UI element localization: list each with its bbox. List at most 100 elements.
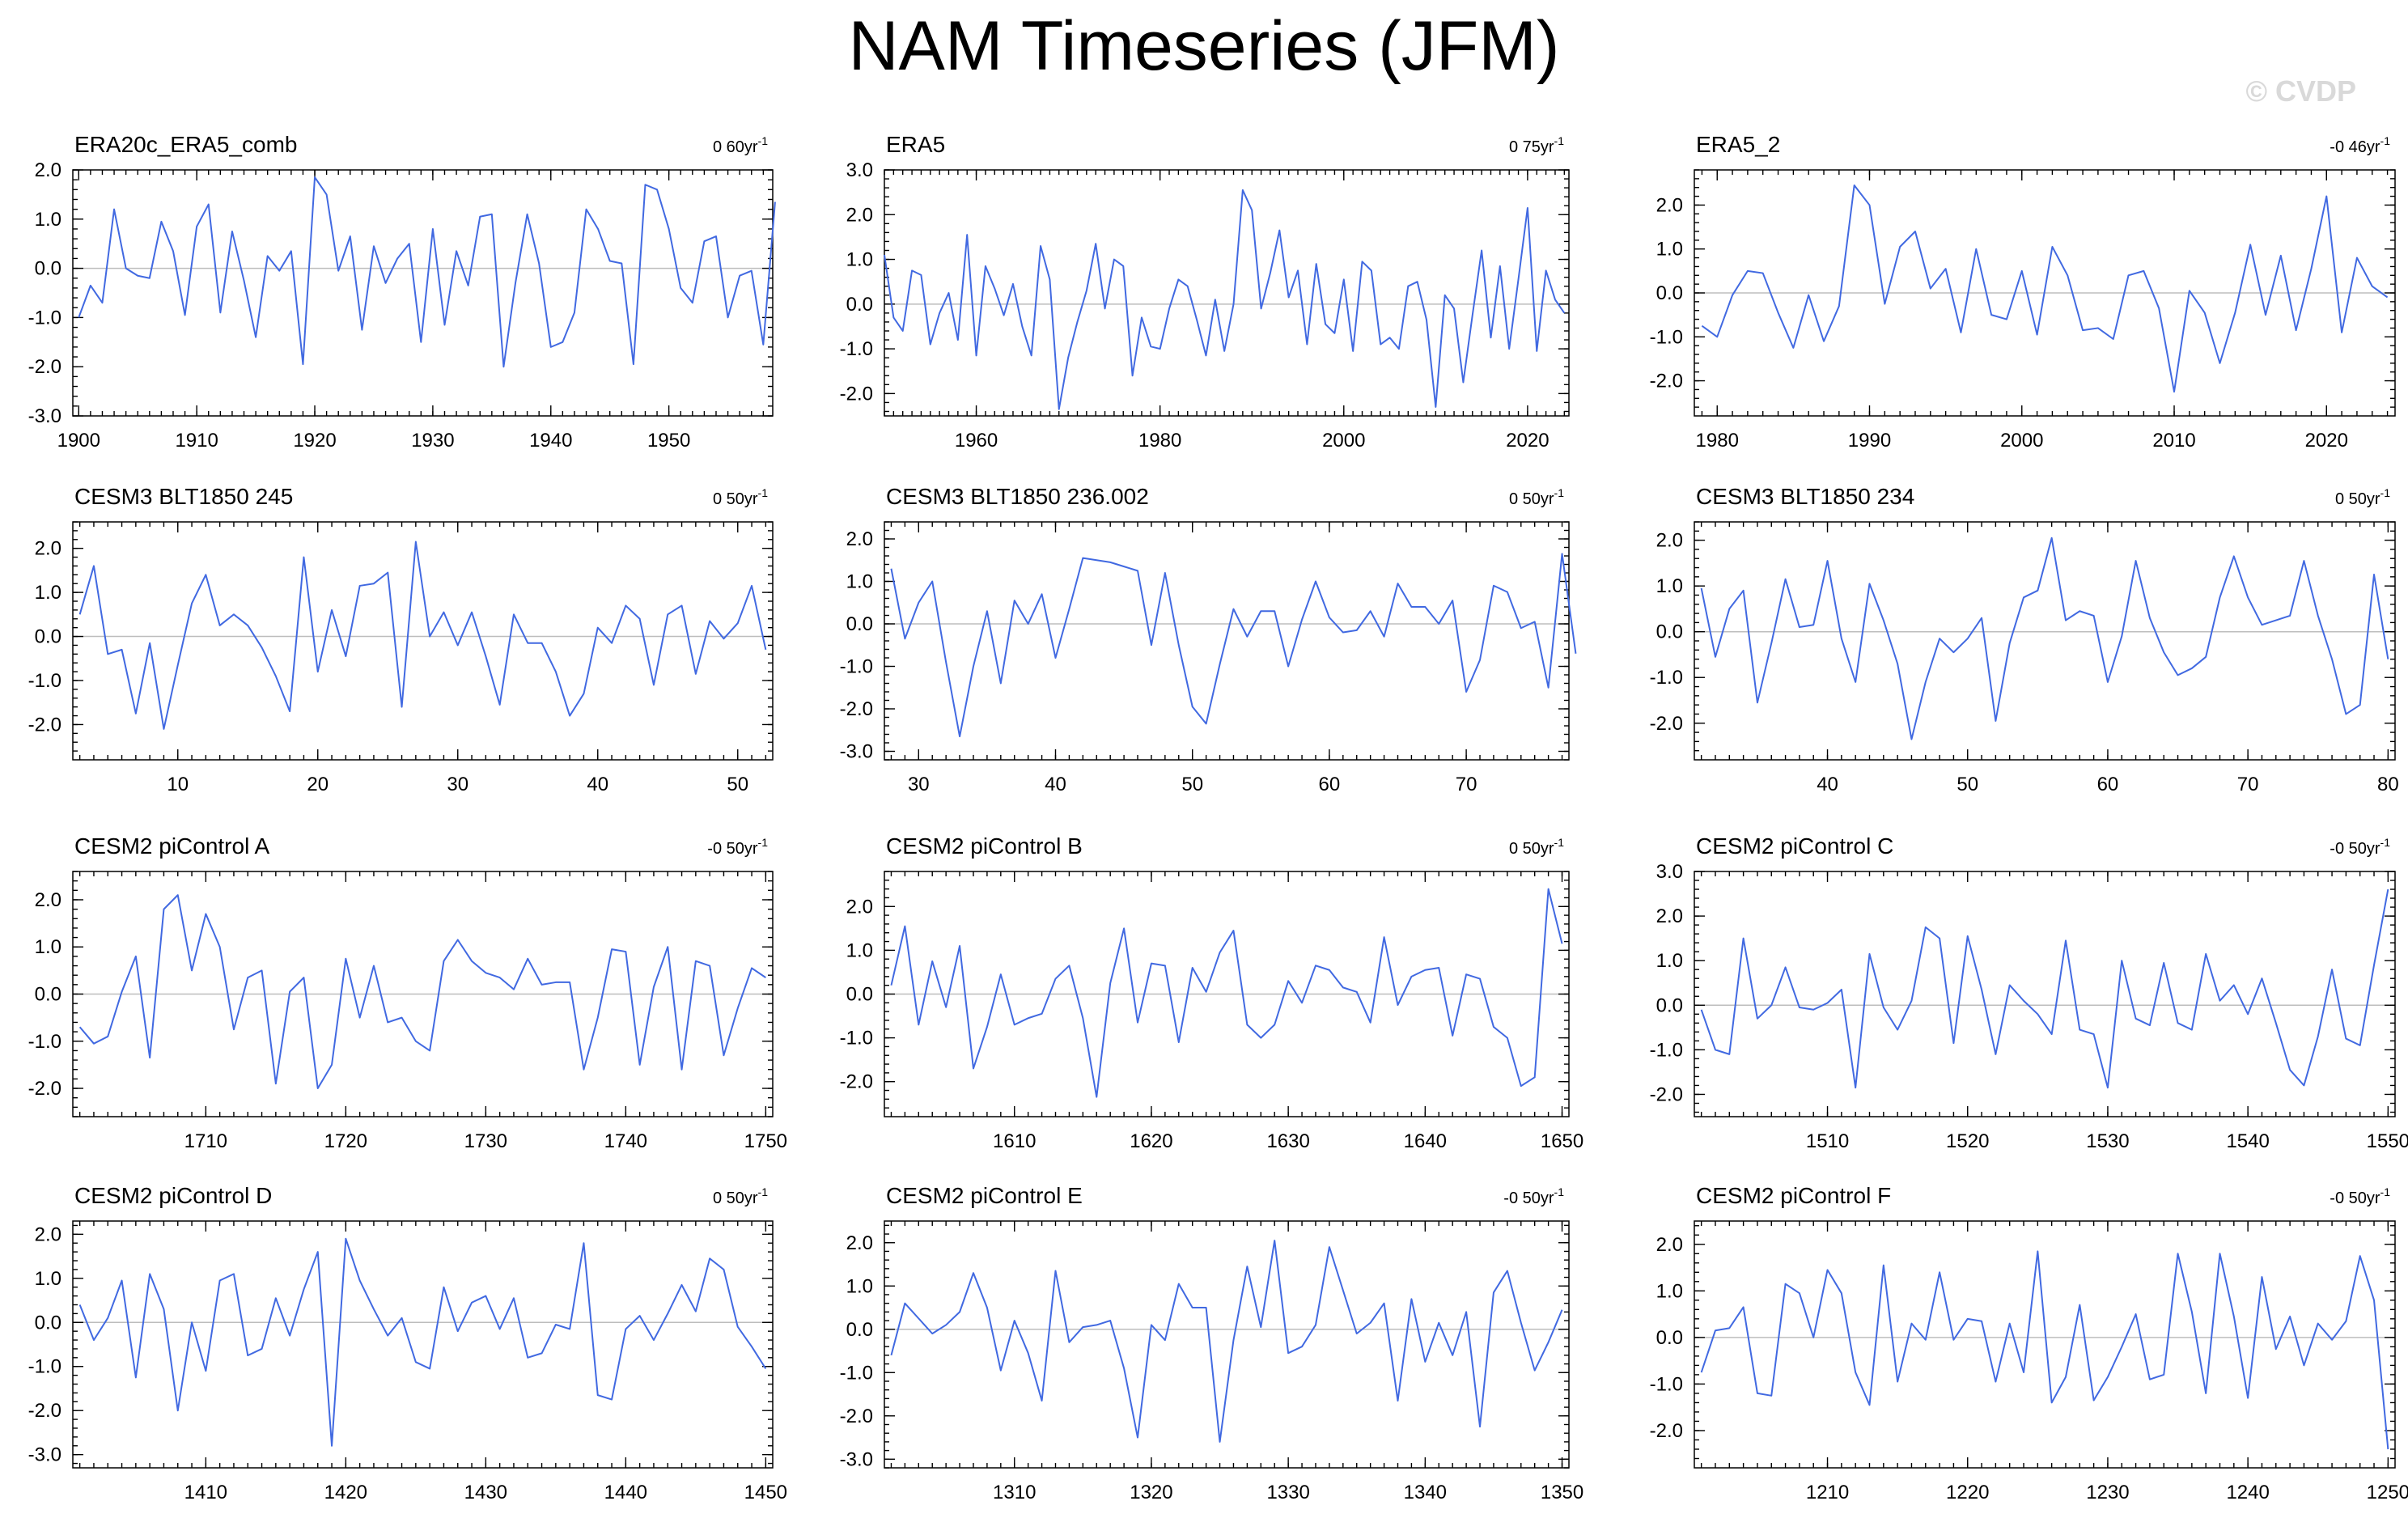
y-tick-label: 2.0 (1656, 905, 1683, 927)
panel-title: CESM2 piControl F (1696, 1183, 1891, 1208)
y-tick-label: 0.0 (846, 294, 873, 316)
y-tick-label: 3.0 (846, 159, 873, 181)
panel-title: CESM2 piControl A (74, 833, 270, 859)
y-tick-label: -2.0 (28, 356, 61, 378)
x-tick-label: 40 (1817, 774, 1838, 795)
x-tick-label: 70 (1456, 774, 1477, 795)
panel-title: CESM3 BLT1850 245 (74, 484, 293, 509)
x-tick-label: 40 (1045, 774, 1066, 795)
series-line (1700, 888, 2389, 1089)
timeseries-panel-9: -3.0 -2.0 -1.0 0.0 1.0 2.0 1410 1420 1430 1440 145… (28, 1183, 787, 1503)
y-tick-label: -1.0 (1650, 1373, 1683, 1395)
y-tick-label: 0.0 (35, 984, 61, 1006)
panel-title: ERA20c_ERA5_comb (74, 132, 297, 157)
y-tick-label: 2.0 (35, 538, 61, 560)
x-tick-label: 2000 (1322, 430, 1365, 452)
x-tick-label: 1430 (464, 1482, 507, 1503)
x-tick-label: 1720 (324, 1130, 367, 1152)
plot-frame (884, 871, 1570, 1117)
series-line (1700, 536, 2389, 740)
trend-label: -0 50yr-1 (2330, 836, 2390, 858)
x-tick-label: 1960 (955, 430, 998, 452)
series-line (78, 541, 767, 730)
plot-frame (884, 521, 1570, 761)
y-tick-label: 0.0 (1656, 994, 1683, 1016)
series-line (78, 894, 766, 1090)
plot-frame (1694, 169, 2396, 417)
x-tick-label: 1440 (604, 1482, 647, 1503)
x-tick-label: 1420 (324, 1482, 367, 1503)
y-tick-label: 0.0 (35, 258, 61, 280)
y-tick-label: -1.0 (28, 1356, 61, 1378)
plot-frame (72, 521, 774, 761)
y-tick-label: 0.0 (1656, 1327, 1683, 1349)
series-line (78, 176, 776, 368)
x-tick-label: 2010 (2152, 430, 2195, 452)
trend-label: -0 50yr-1 (2330, 1185, 2390, 1207)
x-tick-label: 1550 (2367, 1130, 2408, 1152)
y-tick-label: 0.0 (846, 1319, 873, 1341)
panel-title: CESM2 piControl D (74, 1183, 272, 1208)
x-tick-label: 50 (1181, 774, 1203, 795)
x-tick-label: 1640 (1404, 1130, 1447, 1152)
timeseries-panel-7: -2.0 -1.0 0.0 1.0 2.0 1610 1620 1630 1640 1650 CES… (840, 833, 1584, 1152)
y-tick-label: 0.0 (846, 984, 873, 1006)
y-tick-label: -2.0 (1650, 1083, 1683, 1105)
trend-label: -0 46yr-1 (2330, 134, 2390, 156)
panel-title: CESM3 BLT1850 234 (1696, 484, 1914, 509)
timeseries-panel-11: -2.0 -1.0 0.0 1.0 2.0 1210 1220 1230 1240 1250 CES… (1650, 1183, 2408, 1503)
y-tick-label: -2.0 (840, 698, 873, 720)
trend-label: 0 60yr-1 (713, 134, 768, 156)
series-line (884, 189, 1566, 410)
y-tick-label: 2.0 (846, 1232, 873, 1254)
plot-frame (72, 169, 774, 417)
x-tick-label: 1530 (2086, 1130, 2129, 1152)
x-tick-label: 1730 (464, 1130, 507, 1152)
plot-frame (1694, 871, 2396, 1117)
y-tick-label: 1.0 (846, 571, 873, 593)
x-tick-label: 1710 (184, 1130, 227, 1152)
timeseries-panel-0: -3.0 -2.0 -1.0 0.0 1.0 2.0 1900 1910 1920 1930 194… (28, 132, 776, 452)
timeseries-panel-2: -2.0 -1.0 0.0 1.0 2.0 1980 1990 2000 2010 2020 ERA… (1650, 132, 2396, 452)
timeseries-panel-1: -2.0 -1.0 0.0 1.0 2.0 3.0 1960 1980 2000 2020 ERA5… (840, 132, 1570, 452)
y-tick-label: -1.0 (1650, 326, 1683, 348)
x-tick-label: 1910 (175, 430, 218, 452)
x-tick-label: 1920 (293, 430, 336, 452)
y-tick-label: 3.0 (1656, 861, 1683, 883)
y-tick-label: 0.0 (35, 626, 61, 648)
timeseries-panel-10: -3.0 -2.0 -1.0 0.0 1.0 2.0 1310 1320 1330 1340 135… (840, 1183, 1584, 1503)
trend-label: -0 50yr-1 (1503, 1185, 1564, 1207)
y-tick-label: -1.0 (840, 656, 873, 678)
y-tick-label: -1.0 (1650, 667, 1683, 689)
y-tick-label: 1.0 (1656, 575, 1683, 597)
y-tick-label: 1.0 (846, 1275, 873, 1297)
x-tick-label: 1750 (744, 1130, 787, 1152)
series-line (890, 888, 1563, 1098)
x-tick-label: 1340 (1404, 1482, 1447, 1503)
x-tick-label: 1540 (2226, 1130, 2269, 1152)
y-tick-label: 1.0 (1656, 950, 1683, 972)
plot-frame (72, 1220, 774, 1469)
x-tick-label: 1250 (2367, 1482, 2408, 1503)
trend-label: 0 50yr-1 (1509, 486, 1564, 508)
y-tick-label: 1.0 (1656, 1280, 1683, 1302)
x-tick-label: 1450 (744, 1482, 787, 1503)
x-tick-label: 1310 (993, 1482, 1036, 1503)
x-tick-label: 1900 (57, 430, 100, 452)
y-tick-label: 2.0 (1656, 1234, 1683, 1256)
trend-label: 0 75yr-1 (1509, 134, 1564, 156)
x-tick-label: 1210 (1806, 1482, 1849, 1503)
x-tick-label: 80 (2377, 774, 2399, 795)
x-tick-label: 1410 (184, 1482, 227, 1503)
timeseries-panel-5: -2.0 -1.0 0.0 1.0 2.0 40 50 60 70 80 CESM3 BLT1850… (1650, 484, 2399, 795)
y-tick-label: -1.0 (1650, 1039, 1683, 1061)
y-tick-label: -1.0 (840, 338, 873, 360)
x-tick-label: 2000 (2000, 430, 2043, 452)
series-line (1700, 1250, 2389, 1450)
panel-title: CESM3 BLT1850 236.002 (886, 484, 1149, 509)
y-tick-label: 0.0 (1656, 621, 1683, 643)
x-tick-label: 1950 (647, 430, 690, 452)
x-tick-label: 1610 (993, 1130, 1036, 1152)
plot-frame (884, 1220, 1570, 1469)
x-tick-label: 20 (307, 774, 329, 795)
